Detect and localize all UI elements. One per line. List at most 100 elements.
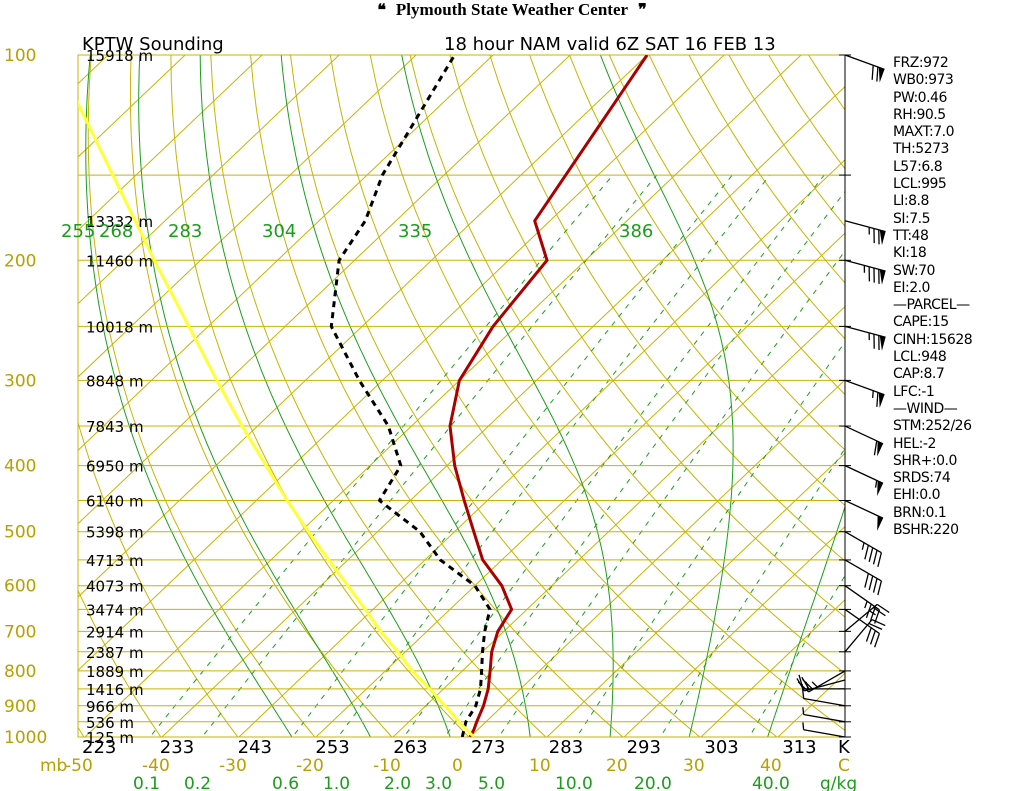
height-label: 2387 m <box>86 644 144 662</box>
barb-shaft <box>844 54 885 70</box>
sounding-index: LI:8.8 <box>893 193 929 210</box>
barb-flag <box>877 515 884 531</box>
dry-adiabat <box>529 55 845 507</box>
wind-barb <box>844 531 883 567</box>
barb-full <box>876 66 879 82</box>
height-label: 4073 m <box>86 578 144 596</box>
moist-adiabat <box>85 55 293 737</box>
barb-flag <box>878 392 885 408</box>
isotherm <box>546 452 845 737</box>
pressure-tick-label: 1000 <box>4 728 47 748</box>
sounding-index: TT:48 <box>893 227 929 244</box>
dry-adiabat <box>648 55 845 340</box>
barb-half <box>805 681 809 690</box>
moist-adiabat <box>138 55 371 737</box>
wind-barb <box>844 465 884 497</box>
sounding-index: BSHR:220 <box>893 522 959 539</box>
isotherm <box>78 55 648 598</box>
mixing-ratio-line <box>201 174 658 737</box>
sounding-index: LCL:995 <box>893 176 947 193</box>
dry-adiabat <box>290 55 701 737</box>
temperature-tick-label: 10 <box>529 756 551 776</box>
sounding-indices: FRZ:972 WB0:973 PW:0.46 RH:90.5 MAXT:7.0 TH:5… <box>893 55 973 539</box>
pressure-tick-label: 800 <box>4 662 36 682</box>
barb-half <box>811 681 818 688</box>
mixing-ratio-tick-label: 20.0 <box>634 774 672 791</box>
moist-adiabat <box>767 505 845 737</box>
dry-adiabat <box>1008 55 1024 752</box>
barb-shaft <box>844 499 884 519</box>
theta-tick-label: 243 <box>238 737 272 758</box>
temperature-tick-label: 40 <box>760 756 782 776</box>
mixing-ratio-tick-label: 0.6 <box>272 774 299 791</box>
chart-subtitle: 18 hour NAM valid 6Z SAT 16 FEB 13 <box>444 34 776 55</box>
theta-tick-label: 263 <box>393 737 427 758</box>
chart-title: KPTW Sounding <box>82 34 224 55</box>
theta-tick-label: 313 <box>782 737 816 758</box>
wind-barb <box>844 559 883 596</box>
theta-e-label: 268 <box>99 221 133 242</box>
sounding-index: SI:7.5 <box>893 210 931 227</box>
dry-adiabat <box>329 55 778 737</box>
temperature-tick-label: -10 <box>373 756 401 776</box>
sounding-index: KI:18 <box>893 245 927 262</box>
mixing-ratio-tick-label: 2.0 <box>384 774 411 791</box>
barb-flag <box>877 480 884 497</box>
barb-shaft <box>803 713 846 723</box>
dry-adiabat <box>78 420 239 737</box>
barb-full <box>876 603 890 614</box>
isotherm <box>78 55 186 158</box>
theta-e-label: 335 <box>398 221 432 242</box>
temperature-tick-label: 30 <box>683 756 705 776</box>
wind-barb <box>844 259 886 285</box>
theta-tick-label: 303 <box>704 737 738 758</box>
mixing-ratio-tick-label: 5.0 <box>478 774 505 791</box>
mixing-ratio-tick-label: 1.0 <box>323 774 350 791</box>
pressure-unit-label: mb <box>40 756 67 776</box>
barb-half <box>869 610 876 616</box>
moist-adiabat <box>199 55 451 737</box>
pressure-tick-label: 900 <box>4 697 36 717</box>
wind-barb <box>844 220 886 246</box>
hurricane-symbol-icon: ❝ <box>377 2 386 19</box>
wind-barbs <box>796 54 890 738</box>
dry-adiabat <box>489 55 845 562</box>
sounding-index: —PARCEL— <box>893 297 970 314</box>
barb-shaft <box>844 603 878 632</box>
barb-shaft <box>803 697 846 707</box>
moist-adiabat <box>280 55 531 737</box>
wind-barb <box>802 707 846 723</box>
sounding-index: —WIND— <box>893 400 958 417</box>
series-layer <box>78 55 649 737</box>
theta-e-label: 304 <box>262 221 296 242</box>
sounding-index: RH:90.5 <box>893 106 946 123</box>
wind-barb <box>844 619 886 653</box>
height-label: 6140 m <box>86 492 144 510</box>
theta-tick-label: 273 <box>471 737 505 758</box>
theta-tick-label: 223 <box>82 737 116 758</box>
height-label: 3474 m <box>86 601 144 619</box>
sounding-index: EI:2.0 <box>893 279 930 296</box>
barb-shaft <box>844 379 885 396</box>
dry-adiabat <box>369 55 845 732</box>
dry-adiabat <box>250 55 624 737</box>
height-label: 966 m <box>86 698 134 716</box>
barb-full <box>876 392 879 407</box>
height-label: 1889 m <box>86 663 144 681</box>
wind-barb <box>802 722 846 738</box>
isotherm <box>84 55 802 737</box>
barb-flag <box>879 269 886 285</box>
mixing-ratio-tick-label: 40.0 <box>752 774 790 791</box>
pressure-tick-label: 300 <box>4 371 36 391</box>
dry-adiabat <box>608 55 845 396</box>
pressure-tick-label: 700 <box>4 622 36 642</box>
barb-shaft <box>844 619 873 653</box>
dry-adiabat <box>688 55 845 284</box>
isotherm <box>78 55 340 305</box>
hurricane-symbol-icon: ❞ <box>638 2 647 19</box>
dry-adiabat <box>409 55 845 675</box>
isotherm <box>78 55 725 672</box>
sounding-index: SRDS:74 <box>893 470 951 487</box>
dry-adiabat <box>87 55 316 737</box>
temperature-tick-label: -20 <box>296 756 324 776</box>
